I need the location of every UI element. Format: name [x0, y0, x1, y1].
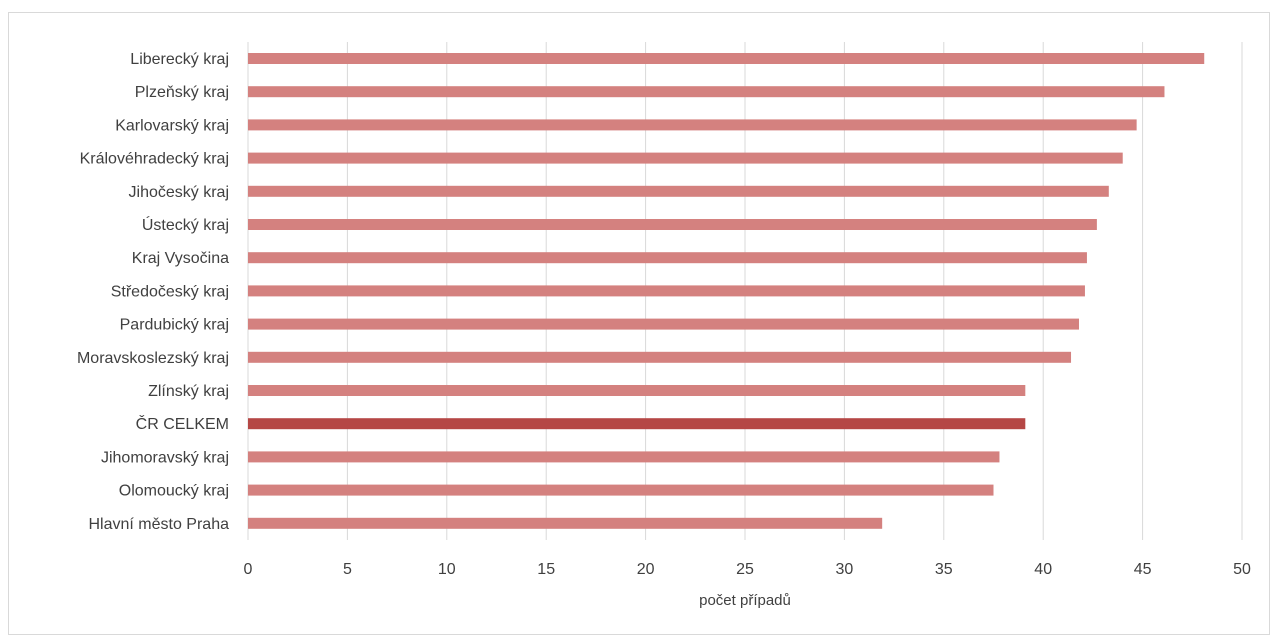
category-label: Moravskoslezský kraj — [77, 350, 229, 367]
bar — [248, 152, 1123, 164]
x-tick-label: 0 — [244, 561, 253, 578]
category-label: Liberecký kraj — [130, 51, 229, 68]
category-label: ČR CELKEM — [136, 414, 229, 433]
x-tick-labels: 0 5 10 15 20 25 30 35 40 45 50 — [244, 561, 1251, 578]
category-label: Královéhradecký kraj — [80, 151, 229, 168]
bar — [248, 484, 994, 496]
category-label: Olomoucký kraj — [119, 483, 229, 500]
bar — [248, 119, 1137, 131]
x-tick-label: 5 — [343, 561, 352, 578]
bar — [248, 219, 1097, 230]
category-label: Středočeský kraj — [111, 283, 229, 300]
x-tick-label: 15 — [537, 561, 555, 578]
bar — [248, 351, 1072, 363]
bar — [248, 517, 883, 529]
x-axis-title: počet případů — [699, 592, 791, 609]
category-label: Zlínský kraj — [148, 383, 229, 400]
bar — [248, 451, 1000, 463]
category-label: Jihočeský kraj — [129, 184, 229, 201]
category-label: Kraj Vysočina — [132, 250, 229, 267]
x-tick-label: 45 — [1134, 561, 1152, 578]
bar — [248, 252, 1087, 264]
bar-highlight — [248, 418, 1026, 430]
category-label: Hlavní město Praha — [88, 516, 229, 533]
x-tick-label: 40 — [1034, 561, 1052, 578]
x-tick-label: 50 — [1233, 561, 1251, 578]
x-tick-label: 20 — [637, 561, 655, 578]
bar — [248, 86, 1165, 98]
bars — [248, 53, 1205, 529]
bar — [248, 318, 1079, 330]
bar — [248, 53, 1205, 64]
category-label: Jihomoravský kraj — [101, 449, 229, 466]
x-tick-label: 35 — [935, 561, 953, 578]
bar — [248, 185, 1109, 197]
category-label: Plzeňský kraj — [135, 84, 229, 101]
category-label: Pardubický kraj — [120, 317, 229, 334]
x-tick-label: 30 — [836, 561, 854, 578]
bar — [248, 385, 1026, 396]
x-tick-label: 25 — [736, 561, 754, 578]
category-label: Karlovarský kraj — [115, 117, 229, 134]
category-labels: Liberecký kraj Plzeňský kraj Karlovarský k… — [77, 51, 229, 533]
category-label: Ústecký kraj — [142, 215, 229, 234]
x-tick-label: 10 — [438, 561, 456, 578]
bar — [248, 285, 1085, 297]
